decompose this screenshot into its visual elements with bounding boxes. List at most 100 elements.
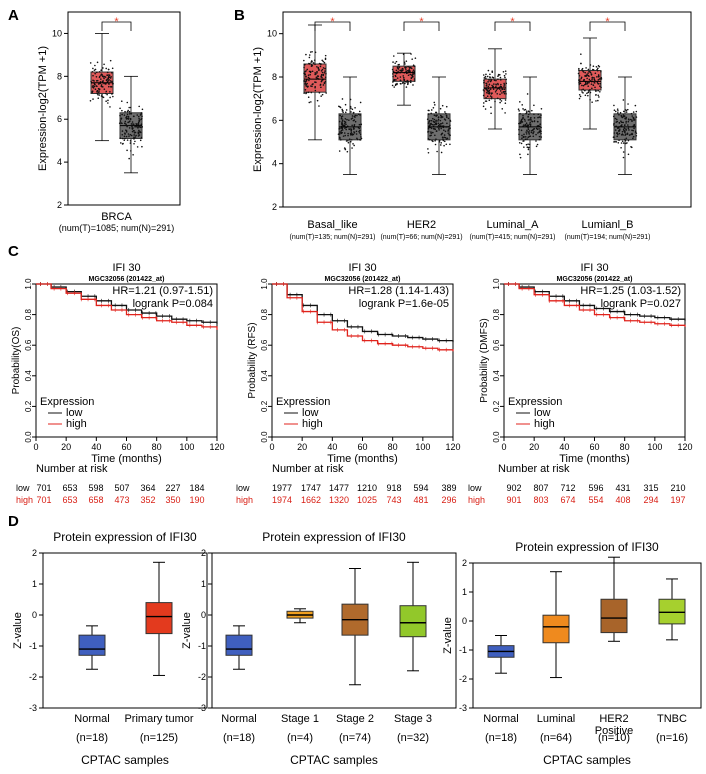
B-point: [594, 72, 597, 75]
B-point: [587, 74, 590, 77]
B-point: [622, 114, 625, 116]
B-point: [530, 131, 533, 134]
B-point: [496, 97, 499, 100]
B-point: [441, 104, 444, 107]
A-point: [109, 80, 112, 82]
B-point: [430, 119, 433, 122]
B-point: [615, 118, 618, 121]
C3-hr: HR=1.25 (1.03-1.52): [580, 285, 681, 297]
C2-legend-high: high: [302, 418, 323, 430]
A-point: [137, 121, 140, 124]
B-point: [622, 151, 625, 153]
B-point: [489, 88, 492, 90]
B-point: [525, 112, 527, 115]
B-point: [626, 142, 628, 144]
C2-xtick-label: 80: [388, 442, 398, 452]
C2-risk-high: 1025: [357, 495, 377, 505]
B-point: [316, 99, 319, 102]
A-point: [128, 106, 130, 109]
A-point: [104, 83, 107, 85]
B-point: [427, 130, 430, 133]
B-point: [625, 109, 628, 112]
B-point: [587, 72, 589, 74]
B-point: [399, 69, 401, 72]
B-point: [624, 139, 627, 142]
B-point: [577, 72, 580, 75]
panel-label-C: C: [8, 243, 19, 260]
B-point: [504, 90, 507, 93]
D1-ylabel: Z-value: [12, 612, 24, 649]
B-point: [486, 83, 488, 85]
C1-risk-low: 507: [114, 483, 129, 493]
C3-xlabel: Time (months): [559, 453, 630, 465]
C2-ytick-label: 0.8: [260, 308, 269, 320]
B-point: [625, 137, 628, 140]
B-point: [591, 76, 594, 79]
A-point: [126, 125, 128, 128]
B-sig-bracket: [494, 21, 531, 31]
B-point: [445, 114, 448, 117]
C1-xtick-label: 60: [121, 442, 131, 452]
A-point: [100, 84, 103, 86]
C1-risk-low: 227: [165, 483, 180, 493]
B-point: [620, 120, 622, 122]
C3-xtick-label: 0: [501, 442, 506, 452]
B-point: [530, 119, 532, 121]
B-point: [309, 73, 311, 76]
B-point: [625, 120, 627, 123]
A-point: [110, 86, 113, 88]
B-point: [392, 81, 394, 83]
B-point: [304, 70, 306, 73]
C1-ytick-label: 0.8: [24, 308, 33, 320]
B-point: [618, 139, 620, 142]
B-point: [596, 81, 599, 84]
B-point: [499, 98, 501, 101]
B-point: [341, 121, 343, 124]
B-point: [319, 84, 322, 86]
A-point: [106, 74, 108, 76]
B-point: [528, 132, 530, 134]
A-point: [126, 139, 129, 141]
B-point: [578, 74, 581, 77]
B-point: [396, 77, 399, 79]
B-point: [628, 134, 631, 136]
D1-ytick-label: -1: [29, 641, 37, 651]
C3-xtick-label: 20: [529, 442, 539, 452]
B-point: [624, 131, 626, 134]
B-point: [538, 135, 541, 138]
B-point: [578, 82, 580, 85]
C1-risk-low: 598: [88, 483, 103, 493]
B-point: [311, 83, 314, 86]
B-point: [622, 142, 625, 144]
B-point: [320, 75, 323, 77]
C1-risk-row-label-low: low: [16, 483, 30, 493]
A-point: [128, 113, 131, 115]
A-point: [131, 125, 133, 128]
A-point: [108, 74, 110, 76]
B-point: [595, 100, 597, 102]
B-point: [431, 123, 434, 126]
C3-ytick-label: 0.2: [492, 400, 501, 412]
B-point: [411, 58, 413, 60]
B-point: [320, 80, 323, 83]
B-point: [631, 129, 633, 132]
B-point: [308, 54, 311, 56]
B-point: [504, 99, 507, 101]
A-point: [130, 150, 132, 152]
B-point: [397, 70, 399, 73]
C2-ytick-label: 0.6: [260, 339, 269, 351]
B-point: [353, 124, 356, 126]
B-point: [499, 93, 501, 96]
B-point: [429, 119, 431, 122]
A-point: [107, 99, 109, 102]
B-point: [304, 73, 307, 76]
D1-xlabel: CPTAC samples: [81, 753, 169, 767]
B-point: [314, 72, 316, 74]
B-point: [589, 71, 591, 73]
C1-ytick-label: 0.0: [24, 431, 33, 443]
B-point: [347, 132, 349, 135]
B-point: [623, 127, 626, 130]
C1-ytick-label: 0.4: [24, 370, 33, 382]
C2-xlabel: Time (months): [327, 453, 398, 465]
B-point: [338, 127, 341, 130]
